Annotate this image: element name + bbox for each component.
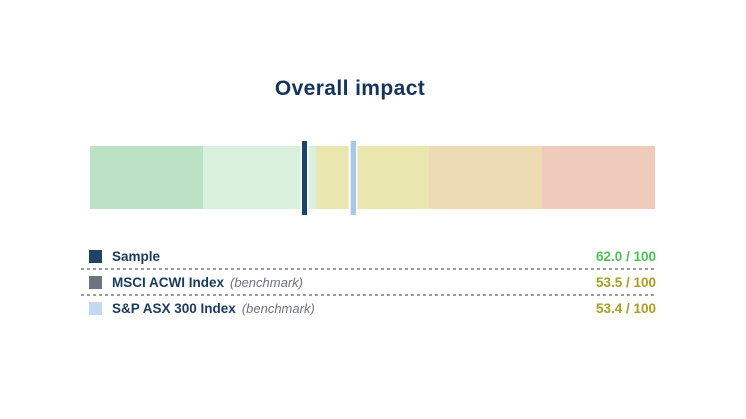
sp-asx-300-score: 53.4 / 100	[595, 300, 656, 316]
marker-sample	[302, 141, 308, 215]
msci-acwi-label: MSCI ACWI Index	[112, 274, 225, 290]
legend-row-msci-acwi: MSCI ACWI Index (benchmark) 53.5 / 100	[81, 271, 656, 293]
gauge-segment-zone-4	[429, 146, 542, 209]
sample-swatch	[89, 249, 102, 263]
msci-acwi-swatch	[89, 275, 102, 289]
sp-asx-300-swatch	[89, 301, 102, 315]
msci-acwi-benchmark-note: (benchmark)	[230, 274, 303, 290]
legend-row-sp-asx-300: S&P ASX 300 Index (benchmark) 53.4 / 100	[81, 297, 656, 319]
marker-sp-asx-300	[350, 141, 356, 215]
impact-gauge	[90, 141, 655, 215]
dashed-divider	[81, 268, 656, 270]
gauge-segment-zone-2	[203, 146, 316, 209]
legend-table: Sample 62.0 / 100 MSCI ACWI Index (bench…	[81, 245, 656, 319]
sp-asx-300-benchmark-note: (benchmark)	[241, 300, 315, 316]
sample-score: 62.0 / 100	[595, 248, 656, 264]
sp-asx-300-label: S&P ASX 300 Index	[112, 300, 236, 316]
dashed-divider	[81, 294, 656, 296]
chart-title: Overall impact	[274, 77, 426, 100]
gauge-track	[90, 146, 655, 209]
gauge-segment-zone-5	[542, 146, 655, 209]
gauge-segment-zone-1	[90, 146, 203, 209]
msci-acwi-score: 53.5 / 100	[595, 274, 656, 290]
sample-label: Sample	[112, 248, 161, 264]
gauge-segment-zone-3	[316, 146, 429, 209]
legend-row-sample: Sample 62.0 / 100	[81, 245, 656, 267]
